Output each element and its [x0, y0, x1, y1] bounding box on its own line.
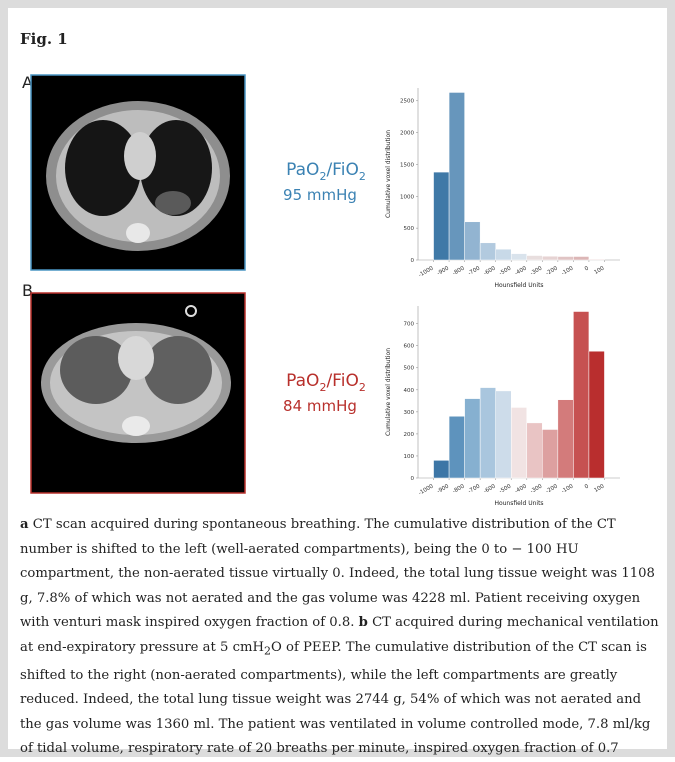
- x-tick-label: -900: [436, 483, 450, 495]
- x-tick-label: -300: [529, 265, 543, 277]
- y-tick-label: 1000: [400, 194, 414, 200]
- x-axis-label: Hounsfield Units: [494, 282, 543, 289]
- y-tick-label: 2000: [400, 131, 414, 137]
- panel-letter: A: [22, 73, 33, 92]
- x-axis-label: Hounsfield Units: [494, 500, 543, 507]
- ct-image: [30, 74, 246, 271]
- ratio-value: 95 mmHg: [283, 186, 357, 204]
- bar: [510, 253, 528, 261]
- y-tick-label: 500: [404, 226, 415, 232]
- y-tick-label: 0: [411, 476, 415, 482]
- x-tick-label: -500: [498, 265, 512, 277]
- bar: [433, 171, 450, 261]
- x-tick-label: 0: [584, 483, 590, 490]
- x-tick-label: 100: [593, 483, 606, 494]
- ratio-label: PaO2/FiO2: [286, 160, 366, 183]
- bar: [542, 255, 559, 261]
- bar: [557, 256, 574, 261]
- y-tick-label: 200: [404, 432, 415, 438]
- y-tick-label: 1500: [400, 162, 414, 168]
- bar: [495, 390, 512, 479]
- bar: [557, 399, 574, 479]
- y-tick-label: 600: [404, 344, 415, 350]
- x-tick-label: -600: [483, 265, 497, 277]
- x-tick-label: -1000: [418, 483, 435, 496]
- caption-part: b: [358, 615, 368, 630]
- bar: [510, 407, 528, 479]
- y-tick-label: 400: [404, 388, 415, 394]
- y-axis-label: Cumulative voxel distribution: [385, 348, 392, 436]
- x-tick-label: -100: [561, 265, 575, 277]
- y-tick-label: 700: [404, 322, 415, 328]
- ratio-value: 84 mmHg: [283, 397, 357, 415]
- bar: [542, 429, 559, 479]
- bar: [464, 398, 481, 479]
- caption-part: CT scan acquired during spontaneous brea…: [20, 517, 655, 630]
- x-tick-label: -900: [436, 265, 450, 277]
- x-tick-label: -200: [545, 483, 559, 495]
- caption-part: 2: [264, 644, 272, 658]
- panel-letter: B: [22, 281, 33, 300]
- y-tick-label: 2500: [400, 99, 414, 105]
- bar: [526, 422, 543, 479]
- x-tick-label: 0: [584, 265, 590, 272]
- bar: [495, 248, 512, 261]
- caption-part: a: [20, 517, 29, 532]
- x-tick-label: -700: [467, 483, 481, 495]
- bar: [464, 221, 481, 261]
- y-tick-label: 100: [404, 454, 415, 460]
- y-tick-label: 300: [404, 410, 415, 416]
- caption-part: CT acquired during mechanical ventilatio…: [20, 615, 659, 655]
- figure-art: A B PaO2/FiO2 95 mmHg PaO2/FiO2 84 mmHg …: [22, 73, 620, 507]
- ct-image: [30, 292, 246, 494]
- x-tick-label: 100: [593, 265, 606, 276]
- bar: [433, 460, 450, 479]
- x-tick-label: -800: [452, 483, 466, 495]
- x-tick-label: -400: [514, 265, 528, 277]
- x-tick-label: -400: [514, 483, 528, 495]
- x-tick-label: -600: [483, 483, 497, 495]
- caption-part: O of PEEP. The cumulative distribution o…: [20, 639, 651, 757]
- x-tick-label: -700: [467, 265, 481, 277]
- x-tick-label: -100: [561, 483, 575, 495]
- bar: [573, 311, 590, 479]
- x-tick-label: -1000: [418, 265, 435, 278]
- y-tick-label: 500: [404, 366, 415, 372]
- y-tick-label: 0: [411, 258, 415, 264]
- bar: [479, 387, 496, 479]
- bar: [526, 255, 543, 261]
- bar: [588, 350, 605, 479]
- bar: [573, 256, 590, 261]
- bar: [588, 259, 605, 261]
- x-tick-label: -200: [545, 265, 559, 277]
- y-axis-label: Cumulative voxel distribution: [385, 130, 392, 218]
- bar: [448, 416, 465, 479]
- x-tick-label: -300: [529, 483, 543, 495]
- caption: a CT scan acquired during spontaneous br…: [20, 513, 660, 762]
- ratio-label: PaO2/FiO2: [286, 371, 366, 394]
- figure-label: Fig. 1: [20, 30, 68, 48]
- x-tick-label: -500: [498, 483, 512, 495]
- x-tick-label: -800: [452, 265, 466, 277]
- bar: [479, 242, 496, 261]
- bar: [448, 92, 465, 261]
